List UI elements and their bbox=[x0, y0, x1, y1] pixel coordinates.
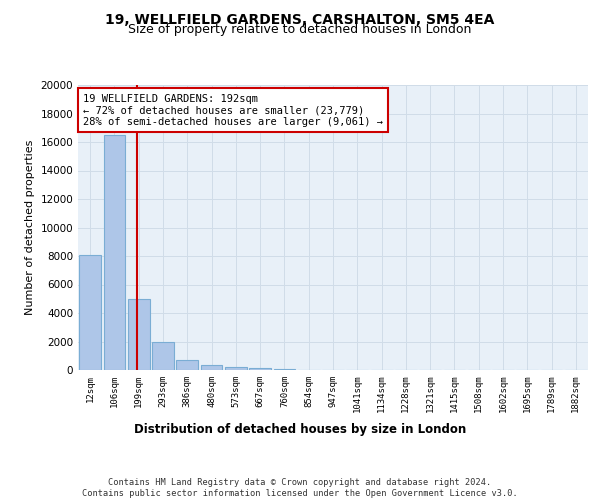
Text: 19, WELLFIELD GARDENS, CARSHALTON, SM5 4EA: 19, WELLFIELD GARDENS, CARSHALTON, SM5 4… bbox=[106, 12, 494, 26]
Text: Size of property relative to detached houses in London: Size of property relative to detached ho… bbox=[128, 22, 472, 36]
Bar bbox=[200, 365, 223, 370]
Y-axis label: Number of detached properties: Number of detached properties bbox=[25, 140, 35, 315]
Text: Distribution of detached houses by size in London: Distribution of detached houses by size … bbox=[134, 422, 466, 436]
Bar bbox=[128, 298, 149, 370]
Bar bbox=[274, 368, 295, 370]
Bar bbox=[225, 367, 247, 370]
Bar bbox=[104, 135, 125, 370]
Bar bbox=[79, 256, 101, 370]
Text: 19 WELLFIELD GARDENS: 192sqm
← 72% of detached houses are smaller (23,779)
28% o: 19 WELLFIELD GARDENS: 192sqm ← 72% of de… bbox=[83, 94, 383, 126]
Text: Contains HM Land Registry data © Crown copyright and database right 2024.
Contai: Contains HM Land Registry data © Crown c… bbox=[82, 478, 518, 498]
Bar bbox=[176, 360, 198, 370]
Bar bbox=[152, 342, 174, 370]
Bar bbox=[249, 368, 271, 370]
